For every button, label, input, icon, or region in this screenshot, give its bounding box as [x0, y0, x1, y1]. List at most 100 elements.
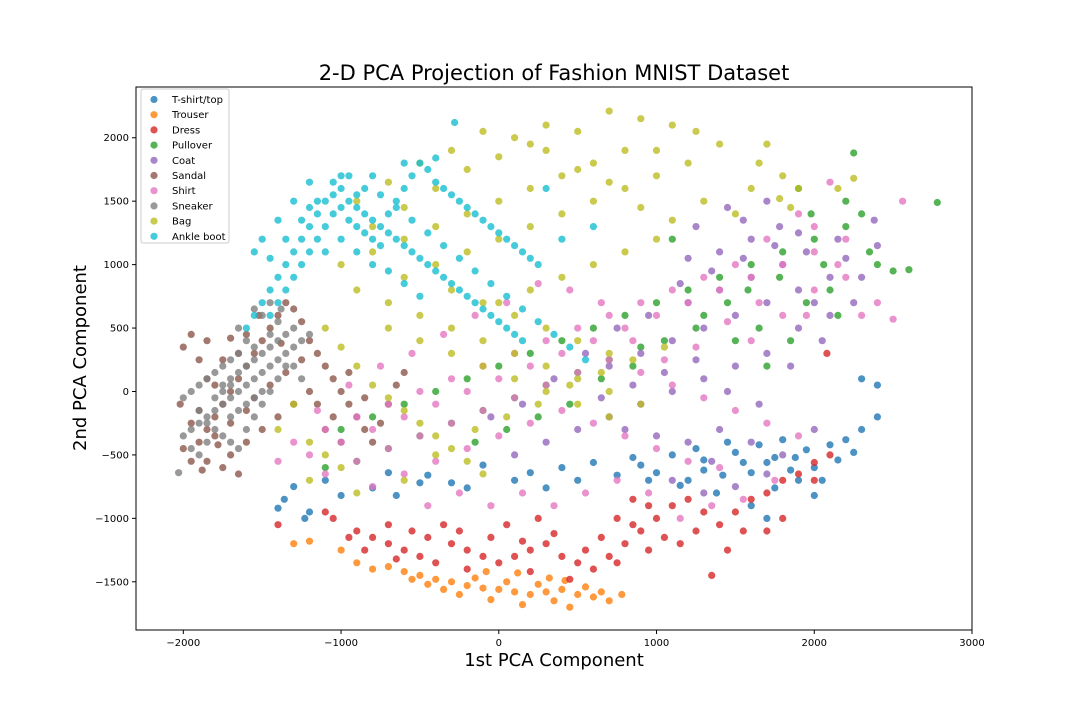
x-tick-label: 3000: [959, 638, 984, 649]
data-point: [605, 356, 613, 364]
data-point: [463, 248, 471, 256]
y-axis-label: 2nd PCA Component: [70, 265, 91, 451]
data-point: [747, 184, 755, 193]
data-point: [684, 495, 692, 503]
data-point: [337, 235, 345, 243]
data-point: [700, 489, 708, 497]
data-point: [384, 324, 392, 332]
data-point: [645, 311, 653, 319]
data-point: [700, 394, 708, 402]
data-point: [834, 261, 842, 269]
data-point: [731, 406, 740, 415]
data-point: [242, 362, 250, 370]
data-point: [613, 559, 621, 567]
legend-marker: [150, 111, 158, 119]
data-point: [771, 484, 779, 492]
data-point: [645, 502, 653, 510]
data-point: [416, 432, 424, 440]
data-point: [211, 413, 219, 421]
data-point: [440, 585, 448, 594]
data-point: [660, 343, 669, 351]
data-point: [432, 387, 440, 396]
data-point: [337, 491, 345, 500]
series-1: [290, 537, 626, 611]
data-point: [400, 568, 408, 576]
data-point: [716, 248, 724, 256]
data-point: [510, 552, 519, 561]
data-point: [597, 588, 605, 596]
data-point: [361, 210, 369, 218]
legend-label: Dress: [172, 125, 200, 136]
data-point: [227, 375, 235, 383]
data-point: [810, 464, 818, 472]
data-point: [305, 203, 314, 212]
data-point: [258, 349, 266, 357]
data-point: [242, 400, 250, 408]
x-tick-label: 1000: [644, 638, 669, 649]
data-point: [779, 172, 787, 180]
data-point: [605, 107, 613, 115]
data-point: [282, 362, 290, 370]
data-point: [810, 299, 818, 307]
data-point: [282, 330, 290, 338]
data-point: [463, 210, 471, 218]
data-point: [179, 432, 187, 440]
data-point: [211, 406, 219, 415]
data-point: [447, 146, 456, 154]
legend-label: Bag: [172, 217, 191, 228]
data-point: [298, 375, 306, 383]
data-point: [637, 461, 645, 469]
data-point: [763, 514, 771, 523]
data-point: [408, 172, 416, 180]
data-point: [597, 368, 605, 377]
series-8: [274, 107, 858, 497]
data-point: [416, 552, 424, 561]
data-point: [566, 343, 574, 351]
data-point: [290, 324, 298, 332]
data-point: [823, 349, 831, 357]
data-point: [369, 381, 377, 389]
data-point: [605, 597, 613, 605]
legend-label: Pullover: [172, 141, 213, 152]
data-point: [574, 476, 582, 484]
data-point: [692, 127, 700, 135]
data-point: [369, 425, 377, 434]
data-point: [440, 242, 448, 250]
data-point: [526, 140, 534, 148]
data-point: [802, 248, 811, 256]
data-point: [416, 337, 424, 345]
data-point: [440, 184, 448, 193]
legend-marker: [150, 202, 158, 210]
data-point: [676, 481, 684, 489]
data-point: [384, 394, 392, 402]
data-point: [329, 514, 337, 523]
data-point: [574, 425, 582, 434]
data-point: [258, 400, 266, 408]
data-point: [219, 387, 227, 396]
data-point: [234, 324, 243, 332]
data-point: [234, 375, 243, 383]
data-point: [716, 425, 724, 434]
data-point: [763, 299, 771, 307]
data-point: [787, 337, 795, 345]
data-point: [290, 400, 298, 408]
legend-label: T-shirt/top: [171, 95, 223, 106]
data-point: [277, 305, 285, 313]
data-point: [176, 400, 184, 408]
data-point: [668, 216, 676, 224]
data-point: [794, 229, 803, 237]
data-point: [321, 197, 329, 205]
data-point: [526, 568, 534, 576]
data-point: [589, 593, 598, 601]
data-point: [361, 425, 369, 434]
data-point: [873, 413, 882, 421]
data-point: [195, 451, 203, 459]
data-point: [826, 451, 834, 459]
data-point: [353, 457, 361, 465]
data-point: [518, 400, 527, 408]
data-point: [794, 432, 803, 440]
data-point: [440, 521, 448, 529]
data-point: [400, 400, 408, 408]
data-point: [787, 203, 795, 212]
